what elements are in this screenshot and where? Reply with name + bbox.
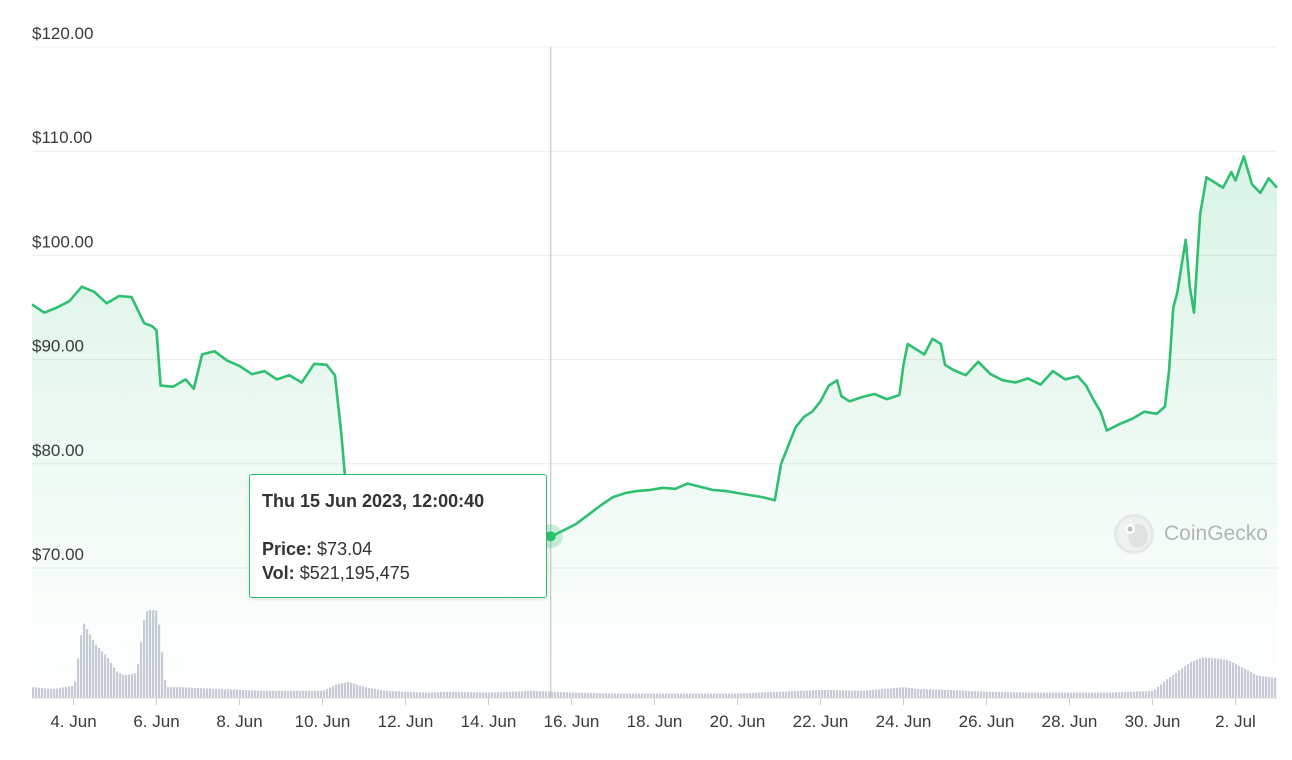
- x-tick-label: 22. Jun: [793, 712, 849, 731]
- x-tick-label: 14. Jun: [461, 712, 517, 731]
- y-tick-label: $90.00: [32, 337, 84, 356]
- x-tick-label: 18. Jun: [627, 712, 683, 731]
- y-axis-labels: $70.00 $80.00 $90.00 $100.00 $110.00 $120.00: [32, 24, 93, 564]
- tooltip-price-value: $73.04: [317, 539, 373, 559]
- x-tick-label: 8. Jun: [216, 712, 262, 731]
- price-line-group: [31, 155, 1278, 538]
- y-tick-label: $80.00: [32, 441, 84, 460]
- y-tick-label: $110.00: [32, 128, 92, 147]
- tooltip-vol-label: Vol:: [262, 563, 295, 583]
- price-line: [31, 155, 1278, 538]
- x-tick-label: 4. Jun: [50, 712, 96, 731]
- y-tick-label: $100.00: [32, 232, 93, 251]
- y-tick-label: $70.00: [32, 545, 84, 564]
- x-tick-label: 28. Jun: [1042, 712, 1098, 731]
- x-tick-label: 20. Jun: [710, 712, 766, 731]
- y-tick-label: $120.00: [32, 24, 93, 43]
- gecko-logo-icon: [1114, 514, 1154, 554]
- watermark-text: CoinGecko: [1164, 522, 1268, 545]
- tooltip-price-row: Price: $73.04: [262, 537, 534, 561]
- tooltip-vol-value: $521,195,475: [299, 563, 410, 583]
- tooltip-vol-row: Vol: $521,195,475: [262, 561, 534, 585]
- x-tick-label: 12. Jun: [378, 712, 434, 731]
- price-area-fill: [32, 156, 1277, 698]
- tooltip-price-label: Price:: [262, 539, 313, 559]
- x-tick-label: 16. Jun: [544, 712, 600, 731]
- tooltip-date: Thu 15 Jun 2023, 12:00:40: [262, 491, 485, 511]
- hover-tooltip: Thu 15 Jun 2023, 12:00:40 Price: $73.04 …: [249, 474, 547, 598]
- x-tick-label: 24. Jun: [876, 712, 932, 731]
- coingecko-watermark: CoinGecko: [1112, 512, 1282, 556]
- x-tick-label: 10. Jun: [295, 712, 351, 731]
- price-area: [32, 156, 1277, 698]
- x-tick-label: 6. Jun: [133, 712, 179, 731]
- x-tick-label: 26. Jun: [959, 712, 1015, 731]
- x-axis-labels: 4. Jun 6. Jun 8. Jun 10. Jun 12. Jun 14. Jun 1…: [50, 698, 1256, 731]
- x-tick-label: 2. Jul: [1215, 712, 1256, 731]
- hover-marker: [545, 531, 556, 542]
- x-tick-label: 30. Jun: [1125, 712, 1181, 731]
